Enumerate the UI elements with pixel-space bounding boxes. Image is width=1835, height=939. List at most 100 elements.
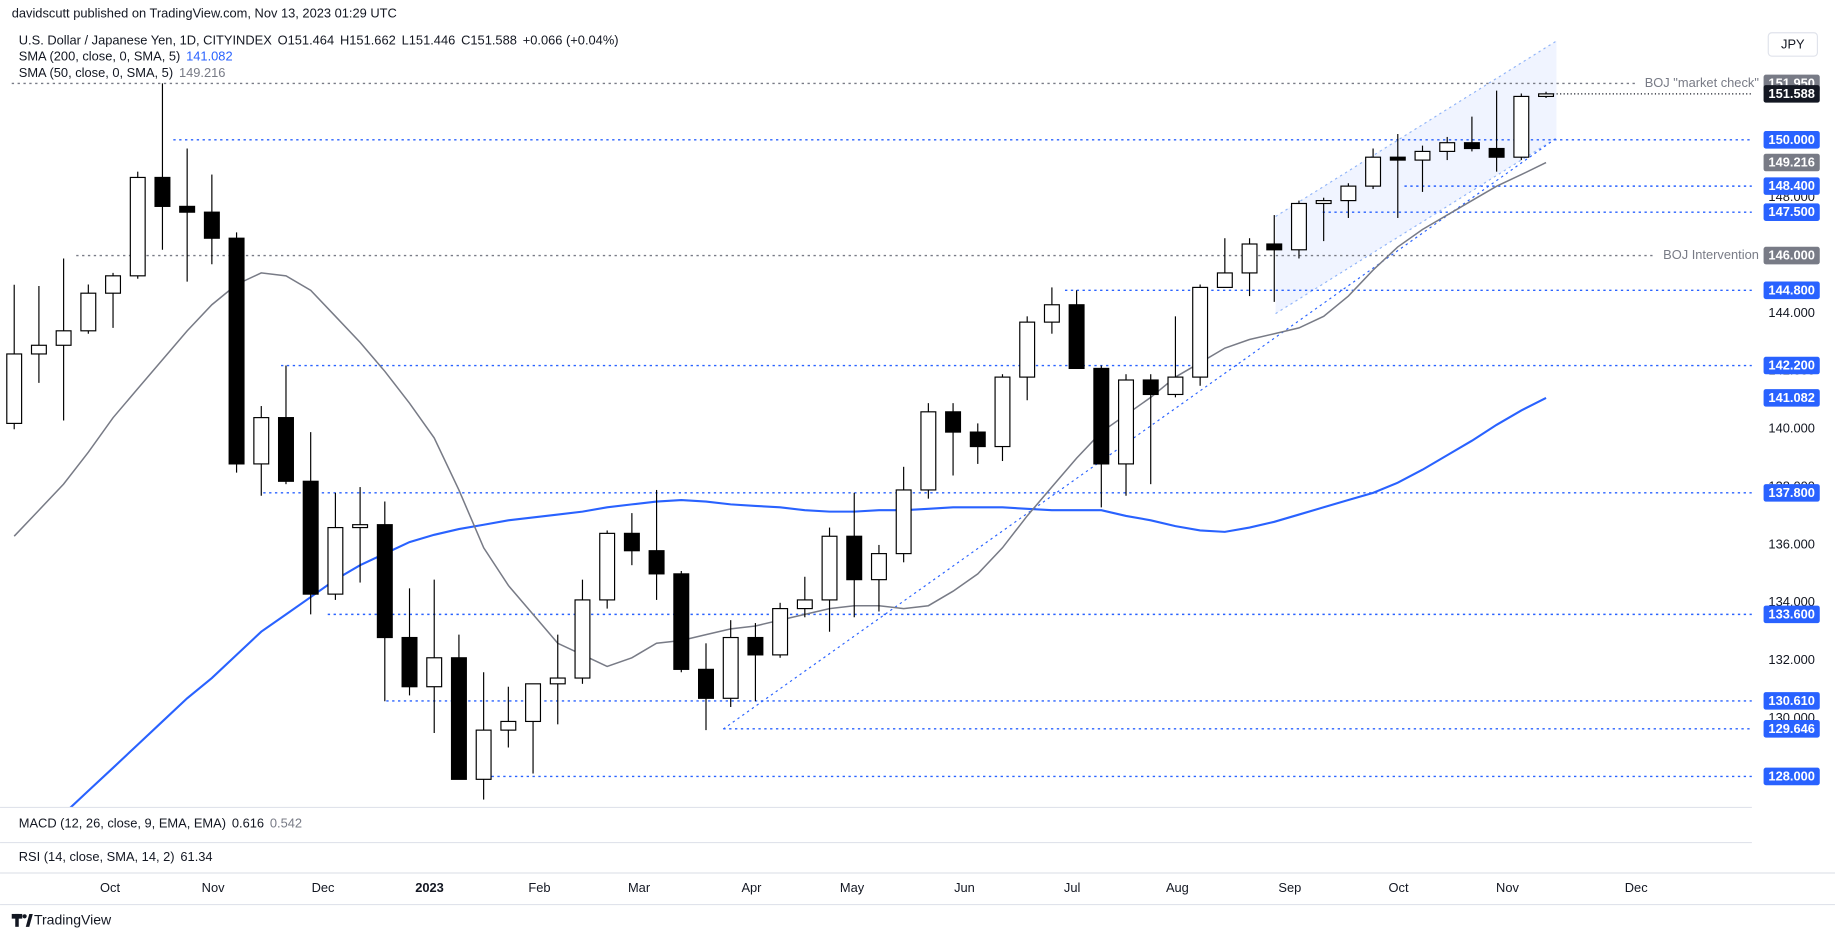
candle-body	[1192, 286, 1209, 378]
candle-body	[1118, 379, 1135, 465]
candle-body	[1019, 321, 1036, 378]
candle-body	[1266, 243, 1283, 251]
candle-body	[525, 683, 542, 723]
y-tick-label: 134.000	[1768, 594, 1814, 609]
candle-body	[1241, 243, 1258, 274]
x-tick-label: Aug	[1166, 880, 1189, 895]
x-tick-label: Oct	[1389, 880, 1409, 895]
level-label-box	[1763, 246, 1820, 265]
candle-body	[549, 677, 566, 685]
candle-body	[574, 599, 591, 679]
publisher: davidscutt published on TradingView.com,…	[12, 5, 397, 20]
candle-body	[154, 176, 171, 207]
candle-body	[1463, 142, 1480, 150]
candle-body	[426, 657, 443, 688]
candle-body	[475, 729, 492, 780]
candle-body	[722, 636, 739, 699]
x-tick-label: Nov	[1496, 880, 1519, 895]
plot	[6, 82, 1752, 808]
candle-body	[772, 608, 789, 656]
level-annotation: BOJ "market check"	[1645, 75, 1760, 90]
candle-body	[1488, 147, 1505, 158]
level-label-box	[1763, 177, 1820, 195]
candle-body	[105, 275, 122, 294]
x-tick-label: Feb	[528, 880, 550, 895]
level-label: 133.600	[1768, 606, 1814, 621]
level-annotation: BOJ Intervention	[1663, 247, 1759, 262]
y-tick-label: 132.000	[1768, 652, 1814, 667]
candle-body	[698, 668, 714, 699]
x-tick-label: May	[840, 880, 865, 895]
ohlc-change: +0.066 (+0.04%)	[523, 32, 619, 47]
candle-body	[796, 599, 813, 610]
candle-body	[846, 535, 863, 581]
brand: TradingView	[34, 912, 112, 928]
ohlc-open: O151.464	[278, 32, 335, 47]
candle-body	[1414, 150, 1431, 161]
candle-body	[673, 573, 690, 670]
level-label-box	[1763, 767, 1820, 786]
symbol-title: U.S. Dollar / Japanese Yen, 1D, CITYINDE…	[19, 32, 272, 47]
candle-body	[599, 532, 616, 601]
x-tick-label: Oct	[100, 880, 120, 895]
candle-body	[1365, 156, 1382, 187]
level-label-box	[1763, 484, 1820, 502]
candle-body	[80, 292, 97, 332]
candle-body	[1389, 156, 1406, 161]
level-label-box	[1763, 131, 1820, 149]
candle-body	[277, 417, 294, 482]
level-label: 148.400	[1768, 178, 1814, 193]
sma-label-box	[1763, 153, 1820, 172]
candle-body	[1167, 376, 1184, 396]
candle-body	[179, 205, 196, 213]
pane-title: RSI (14, close, SMA, 14, 2)	[19, 849, 175, 864]
x-tick-label: Jul	[1064, 880, 1080, 895]
last-price-label: 151.588	[1768, 86, 1814, 101]
candle-body	[1216, 272, 1233, 288]
candle-body	[203, 211, 220, 239]
candle-body	[994, 376, 1011, 448]
level-label: 137.800	[1768, 485, 1814, 500]
x-tick-label: Mar	[628, 880, 651, 895]
candle-body	[1340, 185, 1357, 202]
candle-body	[327, 526, 344, 595]
legend-entry: SMA (200, close, 0, SMA, 5)	[19, 49, 181, 64]
candle-body	[302, 480, 319, 595]
candle-body	[1513, 95, 1530, 158]
last-price-box	[1763, 85, 1820, 103]
level-label: 150.000	[1768, 132, 1814, 147]
drawings	[722, 40, 1557, 730]
channel-lower	[1275, 137, 1557, 315]
candle-body	[6, 353, 23, 424]
legend-value: 149.216	[179, 65, 225, 80]
x-tick-label: Jun	[954, 880, 975, 895]
candle-body	[500, 720, 517, 731]
candle-body	[1315, 200, 1332, 205]
sma-line	[69, 396, 1547, 808]
level-label-box	[1763, 605, 1820, 624]
candle-body	[401, 636, 418, 688]
level-label: 147.500	[1768, 204, 1814, 219]
currency[interactable]: JPY	[1781, 36, 1805, 51]
level-label: 128.000	[1768, 768, 1814, 783]
x-tick-label: Dec	[1625, 880, 1648, 895]
candle-body	[376, 524, 393, 639]
y-tick-label: 140.000	[1768, 421, 1814, 436]
candle-body	[253, 417, 270, 465]
level-label-box	[1763, 692, 1820, 710]
candle-body	[129, 176, 146, 277]
candle-body	[920, 411, 937, 491]
sma-label: 149.216	[1768, 155, 1814, 170]
level-label-box	[1763, 720, 1820, 738]
currency-button[interactable]	[1767, 32, 1818, 57]
candle-body	[945, 411, 962, 433]
candle-body	[648, 550, 665, 575]
legend-entry: SMA (50, close, 0, SMA, 5)	[19, 65, 173, 80]
level-label-box	[1763, 281, 1820, 300]
candle-body	[1043, 304, 1060, 323]
ohlc-high: H151.662	[340, 32, 396, 47]
logo	[11, 913, 33, 927]
candle-body	[30, 344, 47, 355]
channel-fill	[1275, 40, 1557, 314]
